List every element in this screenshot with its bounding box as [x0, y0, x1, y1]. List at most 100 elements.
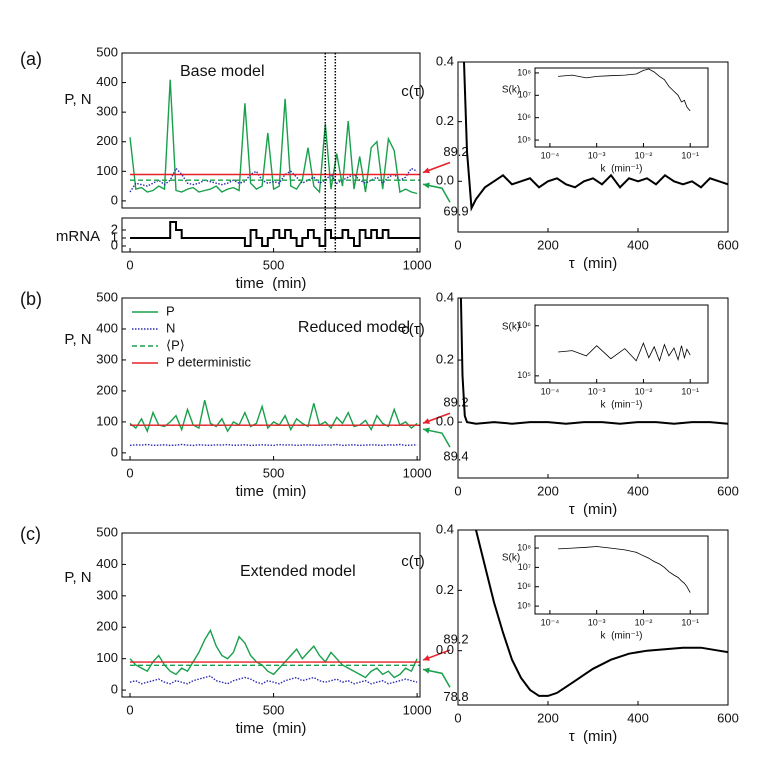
x-tick-label: 10⁻⁴ [541, 617, 560, 627]
x-axis-label: time (min) [236, 720, 307, 737]
y-tick-label: 0.4 [436, 521, 454, 536]
series-line [129, 443, 418, 447]
plot-frame [121, 52, 421, 209]
y-axis-label: S(k) [502, 553, 520, 564]
y-tick-label: 500 [96, 524, 118, 539]
y-tick-label: 200 [96, 382, 118, 397]
series-line [129, 675, 418, 685]
series-line [558, 68, 691, 112]
y-tick-label: 10⁵ [517, 600, 531, 610]
annotation: 89.2 [443, 395, 468, 410]
plot-frame [534, 535, 709, 615]
y-tick-label: 0.2 [436, 582, 454, 597]
x-tick-label: 400 [627, 710, 649, 725]
annotation: 89.4 [443, 449, 468, 464]
y-axis-label: c(τ) [401, 83, 424, 100]
arrow-head [423, 167, 430, 174]
x-tick-label: 10⁻² [635, 150, 653, 160]
x-tick-label: 10⁻³ [588, 617, 606, 627]
arrow-head [423, 182, 430, 189]
y-tick-label: 0.4 [436, 53, 454, 68]
x-axis-label: k (min⁻¹) [601, 164, 643, 175]
plot-frame [457, 529, 729, 706]
y-tick-label: 0.0 [436, 173, 454, 188]
x-tick-label: 1000 [403, 465, 432, 480]
x-tick-label: 200 [537, 483, 559, 498]
x-tick-label: 200 [537, 710, 559, 725]
y-tick-label: 500 [96, 289, 118, 304]
y-tick-label: 0.4 [436, 289, 454, 304]
y-axis-label: S(k) [502, 85, 520, 96]
plot-frame [121, 297, 421, 461]
annotation-arrow [422, 428, 451, 448]
y-tick-label: 200 [96, 619, 118, 634]
y-tick-label: 500 [96, 44, 118, 59]
y-tick-label: 100 [96, 413, 118, 428]
x-tick-label: 500 [263, 257, 285, 272]
series-line [129, 79, 418, 195]
y-tick-label: 0 [111, 192, 118, 207]
legend-label: P deterministic [166, 354, 252, 369]
x-tick-label: 0 [126, 465, 133, 480]
annotation-arrow [422, 668, 451, 688]
y-axis-label: P, N [64, 569, 91, 586]
y-axis-label: P, N [64, 91, 91, 108]
arrow-head [423, 655, 430, 661]
x-tick-label: 0 [454, 710, 461, 725]
y-axis-label: c(τ) [401, 321, 424, 338]
panel-label: (c) [20, 524, 41, 544]
x-tick-label: 400 [627, 237, 649, 252]
x-axis-label: τ (min) [569, 501, 617, 518]
y-axis-label: S(k) [502, 322, 520, 333]
y-tick-label: 10⁵ [517, 134, 531, 144]
plot-frame [121, 532, 421, 698]
annotation: 89.2 [443, 632, 468, 647]
x-tick-label: 200 [537, 237, 559, 252]
x-tick-label: 10⁻² [635, 617, 653, 627]
y-axis-label: mRNA [56, 228, 100, 245]
x-tick-label: 10⁻³ [588, 150, 606, 160]
y-tick-label: 200 [96, 133, 118, 148]
x-tick-label: 10⁻³ [588, 386, 606, 396]
x-tick-label: 1000 [403, 702, 432, 717]
inset-background [535, 305, 708, 383]
series-line [459, 298, 728, 425]
series-line [558, 341, 691, 363]
y-tick-label: 0 [111, 237, 118, 252]
annotation: 89.2 [443, 144, 468, 159]
chart-title: Reduced model [298, 319, 410, 336]
x-tick-label: 0 [454, 237, 461, 252]
y-tick-label: 0.0 [436, 414, 454, 429]
series-line [129, 167, 418, 193]
chart-title: Extended model [240, 563, 356, 580]
x-axis-label: τ (min) [569, 728, 617, 745]
annotation: 78.8 [443, 689, 468, 704]
y-tick-label: 100 [96, 163, 118, 178]
y-tick-label: 10⁶ [517, 320, 531, 330]
x-tick-label: 400 [627, 483, 649, 498]
annotation-arrow [422, 183, 451, 203]
x-tick-label: 1000 [403, 257, 432, 272]
series-line [130, 221, 420, 247]
y-tick-label: 10⁸ [517, 542, 531, 552]
x-tick-label: 500 [263, 702, 285, 717]
y-axis-label: c(τ) [401, 553, 424, 570]
x-axis-label: k (min⁻¹) [601, 400, 643, 411]
x-axis-label: τ (min) [569, 255, 617, 272]
annotation: 69.9 [443, 204, 468, 219]
y-tick-label: 400 [96, 74, 118, 89]
x-tick-label: 10⁻¹ [681, 386, 699, 396]
y-tick-label: 10⁸ [517, 67, 531, 77]
y-tick-label: 0 [111, 444, 118, 459]
series-line [558, 546, 691, 593]
x-tick-label: 0 [126, 257, 133, 272]
plot-frame [121, 217, 421, 253]
y-tick-label: 10⁷ [518, 90, 531, 100]
y-tick-label: 0.2 [436, 352, 454, 367]
x-tick-label: 0 [126, 702, 133, 717]
x-tick-label: 10⁻² [635, 386, 653, 396]
y-tick-label: 0.2 [436, 113, 454, 128]
legend-label: P [166, 303, 175, 318]
y-tick-label: 0 [111, 682, 118, 697]
inset-background [535, 536, 708, 614]
